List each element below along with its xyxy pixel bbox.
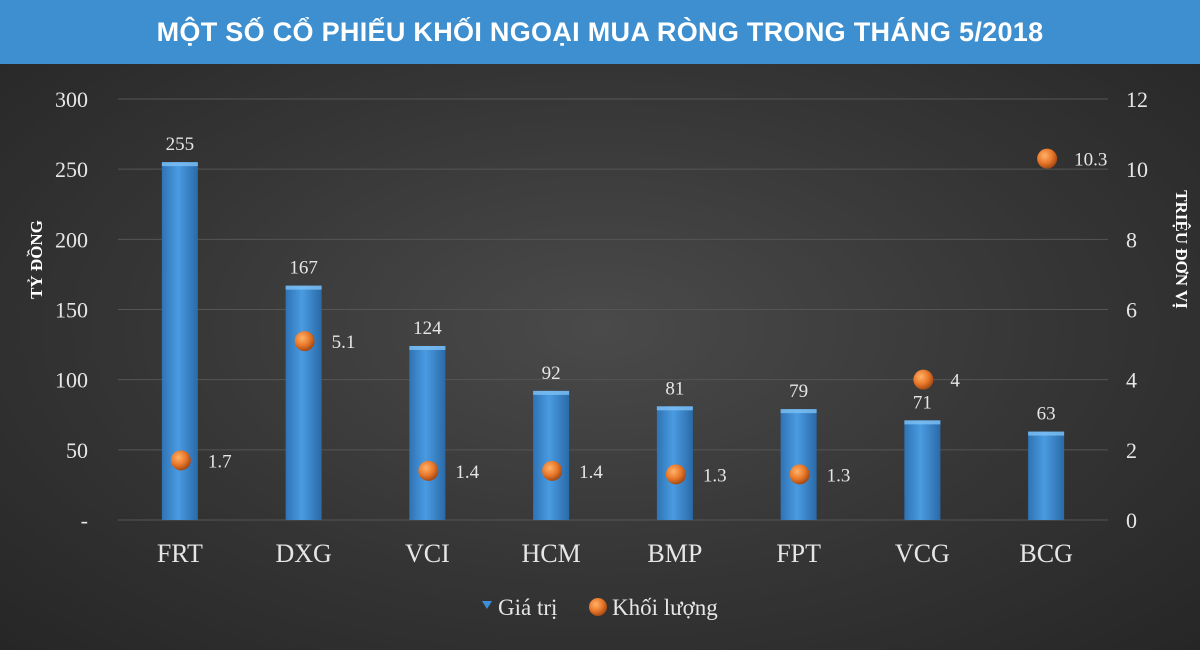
bar-top-highlight xyxy=(161,162,198,167)
point-value-label: 1.4 xyxy=(579,462,603,483)
x-tick-label: VCI xyxy=(405,539,450,568)
chart-title: MỘT SỐ CỔ PHIẾU KHỐI NGOẠI MUA RÒNG TRON… xyxy=(156,16,1044,47)
y-tick-label: - xyxy=(81,508,88,533)
x-tick-label: FPT xyxy=(776,539,821,568)
volume-point xyxy=(913,369,934,390)
y-tick-label: 200 xyxy=(55,227,88,252)
legend-bar-swatch xyxy=(482,601,492,609)
x-tick-label: HCM xyxy=(522,539,581,568)
bar-value-label: 81 xyxy=(665,378,684,399)
legend-label: Khối lượng xyxy=(612,595,718,620)
point-value-label: 10.3 xyxy=(1074,150,1107,171)
bar-value-label: 167 xyxy=(289,258,318,279)
bar-vcg xyxy=(904,420,941,520)
x-tick-label: BCG xyxy=(1019,539,1072,568)
bar-value-label: 255 xyxy=(166,134,195,155)
y-tick-label: 50 xyxy=(66,438,88,463)
x-tick-label: VCG xyxy=(895,539,950,568)
y-tick-label: 100 xyxy=(55,368,88,393)
point-value-label: 1.3 xyxy=(703,465,727,486)
y-tick-label: 150 xyxy=(55,298,88,323)
point-value-label: 1.3 xyxy=(827,465,851,486)
bar-vci xyxy=(409,345,446,520)
x-tick-label: DXG xyxy=(275,539,331,568)
volume-point xyxy=(789,464,810,485)
bar-value-label: 124 xyxy=(413,318,442,339)
x-tick-label: FRT xyxy=(157,539,203,568)
point-value-label: 5.1 xyxy=(332,332,356,353)
legend-dot-swatch xyxy=(589,598,607,616)
bar-hcm xyxy=(533,390,570,520)
bar-top-highlight xyxy=(780,409,817,414)
bar-top-highlight xyxy=(1028,431,1065,436)
volume-point xyxy=(1037,148,1058,169)
bar-top-highlight xyxy=(409,345,446,350)
bar-value-label: 79 xyxy=(789,381,808,402)
bar-value-label: 71 xyxy=(913,392,932,413)
bar-dxg xyxy=(285,285,322,520)
y2-tick-label: 10 xyxy=(1126,157,1148,182)
volume-point xyxy=(418,460,439,481)
y-tick-label: 300 xyxy=(55,87,88,112)
point-value-label: 1.4 xyxy=(455,462,479,483)
volume-point xyxy=(170,450,191,471)
title-banner: MỘT SỐ CỔ PHIẾU KHỐI NGOẠI MUA RÒNG TRON… xyxy=(0,0,1200,64)
bar-bcg xyxy=(1028,431,1065,520)
bar-value-label: 63 xyxy=(1037,404,1056,425)
x-tick-label: BMP xyxy=(647,539,702,568)
bar-top-highlight xyxy=(904,420,941,425)
bar-top-highlight xyxy=(656,406,693,411)
y2-tick-label: 8 xyxy=(1126,227,1137,252)
bar-top-highlight xyxy=(533,390,570,395)
y2-tick-label: 2 xyxy=(1126,438,1137,463)
point-value-label: 1.7 xyxy=(208,451,232,472)
y2-tick-label: 4 xyxy=(1126,368,1137,393)
chart-area: 255 167 124 92 81 79 71 63 1.7 5.1 1.4 1.4 1.3 1.3 4 10… xyxy=(0,64,1200,650)
bar-value-label: 92 xyxy=(542,363,561,384)
bar-top-highlight xyxy=(285,285,322,290)
y2-axis-title: TRIỆU ĐƠN VỊ xyxy=(1172,190,1191,309)
volume-point xyxy=(542,460,563,481)
y2-tick-label: 0 xyxy=(1126,508,1137,533)
point-value-label: 4 xyxy=(950,371,960,392)
legend-label: Giá trị xyxy=(498,595,557,620)
volume-point xyxy=(294,331,315,352)
y2-tick-label: 12 xyxy=(1126,87,1148,112)
y2-tick-label: 6 xyxy=(1126,298,1137,323)
y-tick-label: 250 xyxy=(55,157,88,182)
y-axis-title: TỶ ĐỒNG xyxy=(26,220,46,299)
bar-bmp xyxy=(656,406,693,520)
volume-point xyxy=(665,464,686,485)
